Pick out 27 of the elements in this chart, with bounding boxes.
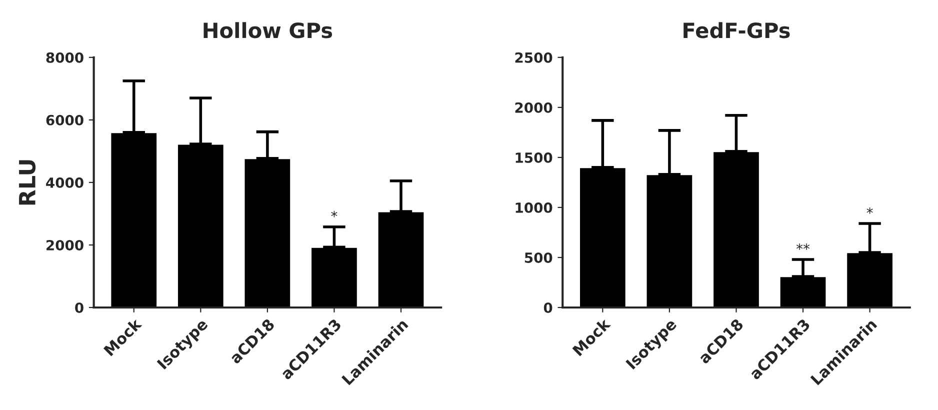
bar — [243, 158, 292, 308]
annotation: * — [866, 207, 873, 214]
bar — [712, 150, 760, 308]
annotation: ** — [796, 244, 810, 250]
y-tick-label: 4000 — [46, 177, 84, 188]
y-tick-label: 1000 — [516, 202, 552, 213]
annotation: * — [331, 210, 338, 218]
bar — [376, 210, 426, 308]
bar — [846, 252, 894, 308]
chart-title: Hollow GPs — [204, 22, 332, 38]
bar — [110, 132, 158, 308]
bar — [645, 174, 694, 308]
y-tick-label: 500 — [524, 252, 552, 263]
y-tick-label: 2000 — [46, 240, 84, 250]
y-tick-label: 2500 — [515, 52, 552, 63]
bar — [176, 143, 225, 308]
chart-title: FedF-GPs — [684, 22, 790, 38]
y-tick-label: 2000 — [515, 102, 552, 113]
bar — [778, 276, 828, 308]
y-tick-label: 0 — [75, 302, 84, 313]
bar — [578, 166, 627, 308]
y-tick-label: 6000 — [46, 114, 84, 126]
y-tick-label: 0 — [544, 302, 552, 313]
y-tick-label: 8000 — [46, 52, 84, 63]
bar — [310, 246, 358, 308]
y-axis-title: RLU — [19, 160, 36, 205]
y-tick-label: 1500 — [516, 152, 552, 163]
